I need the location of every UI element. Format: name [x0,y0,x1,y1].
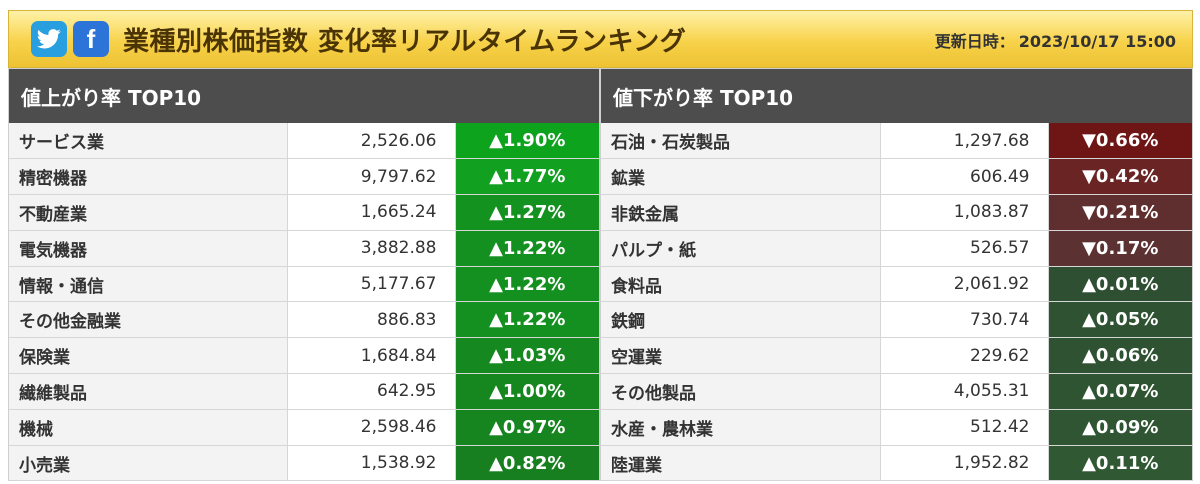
table-row[interactable]: 小売業 1,538.92 ▲0.82% [9,445,599,482]
change-rate-badge: ▲1.22% [455,301,599,339]
index-value: 606.49 [880,158,1049,196]
change-rate-badge: ▼0.17% [1048,230,1192,267]
index-value: 1,952.82 [880,445,1049,482]
table-row[interactable]: 食料品 2,061.92 ▲0.01% [601,266,1192,303]
table-row[interactable]: その他金融業 886.83 ▲1.22% [9,301,599,339]
updated-label: 更新日時： [934,32,1015,51]
sector-name[interactable]: 鉄鋼 [601,301,881,339]
change-rate-badge: ▼0.21% [1048,194,1192,231]
table-row[interactable]: 陸運業 1,952.82 ▲0.11% [601,445,1192,482]
facebook-share-button[interactable]: f [73,21,109,57]
table-row[interactable]: その他製品 4,055.31 ▲0.07% [601,373,1192,410]
sector-name[interactable]: その他金融業 [9,301,288,339]
twitter-bird-icon [37,29,61,49]
table-row[interactable]: 水産・農林業 512.42 ▲0.09% [601,409,1192,446]
index-value: 1,684.84 [287,337,456,375]
losers-title: 値下がり率 TOP10 [601,69,1192,123]
updated-value: 2023/10/17 15:00 [1018,32,1176,51]
sector-name[interactable]: 機械 [9,409,288,446]
table-row[interactable]: 鉄鋼 730.74 ▲0.05% [601,301,1192,339]
index-value: 1,665.24 [287,194,456,231]
sector-name[interactable]: 非鉄金属 [601,194,881,231]
index-value: 5,177.67 [287,266,456,303]
index-value: 642.95 [287,373,456,410]
index-value: 730.74 [880,301,1049,339]
sector-name[interactable]: 空運業 [601,337,881,375]
twitter-share-button[interactable] [31,21,67,57]
change-rate-badge: ▲1.27% [455,194,599,231]
change-rate-badge: ▲1.22% [455,266,599,303]
change-rate-badge: ▼0.66% [1048,123,1192,160]
table-row[interactable]: 鉱業 606.49 ▼0.42% [601,158,1192,196]
table-row[interactable]: 機械 2,598.46 ▲0.97% [9,409,599,446]
change-rate-badge: ▲0.09% [1048,409,1192,446]
sector-name[interactable]: 石油・石炭製品 [601,123,881,160]
table-row[interactable]: パルプ・紙 526.57 ▼0.17% [601,230,1192,267]
sector-name[interactable]: 小売業 [9,445,288,482]
table-row[interactable]: 空運業 229.62 ▲0.06% [601,337,1192,375]
index-value: 4,055.31 [880,373,1049,410]
sector-name[interactable]: 精密機器 [9,158,288,196]
change-rate-badge: ▲0.11% [1048,445,1192,482]
page-title: 業種別株価指数 変化率リアルタイムランキング [123,26,687,57]
sector-name[interactable]: 陸運業 [601,445,881,482]
index-value: 512.42 [880,409,1049,446]
index-value: 526.57 [880,230,1049,267]
change-rate-badge: ▲1.90% [455,123,599,160]
index-value: 886.83 [287,301,456,339]
facebook-f-icon: f [86,23,96,54]
index-value: 1,538.92 [287,445,456,482]
index-value: 3,882.88 [287,230,456,267]
sector-name[interactable]: パルプ・紙 [601,230,881,267]
page-header: f 業種別株価指数 変化率リアルタイムランキング 更新日時： 2023/10/17… [8,10,1193,68]
gainers-table: サービス業 2,526.06 ▲1.90% 精密機器 9,797.62 ▲1.77% 不動産… [9,123,599,482]
table-row[interactable]: 石油・石炭製品 1,297.68 ▼0.66% [601,123,1192,160]
updated-timestamp: 更新日時： 2023/10/17 15:00 [935,28,1176,52]
sector-name[interactable]: 保険業 [9,337,288,375]
table-row[interactable]: 保険業 1,684.84 ▲1.03% [9,337,599,375]
table-row[interactable]: 非鉄金属 1,083.87 ▼0.21% [601,194,1192,231]
change-rate-badge: ▲0.01% [1048,266,1192,303]
sector-name[interactable]: その他製品 [601,373,881,410]
losers-table: 石油・石炭製品 1,297.68 ▼0.66% 鉱業 606.49 ▼0.42% 非鉄金属 1… [601,123,1192,482]
sector-name[interactable]: サービス業 [9,123,288,160]
sector-name[interactable]: 繊維製品 [9,373,288,410]
sector-name[interactable]: 水産・農林業 [601,409,881,446]
change-rate-badge: ▲0.82% [455,445,599,482]
sector-name[interactable]: 不動産業 [9,194,288,231]
change-rate-badge: ▲0.05% [1048,301,1192,339]
sector-name[interactable]: 食料品 [601,266,881,303]
table-row[interactable]: 精密機器 9,797.62 ▲1.77% [9,158,599,196]
table-row[interactable]: 電気機器 3,882.88 ▲1.22% [9,230,599,267]
index-value: 1,297.68 [880,123,1049,160]
sector-name[interactable]: 電気機器 [9,230,288,267]
change-rate-badge: ▲1.03% [455,337,599,375]
sector-name[interactable]: 鉱業 [601,158,881,196]
index-value: 229.62 [880,337,1049,375]
table-row[interactable]: サービス業 2,526.06 ▲1.90% [9,123,599,160]
losers-panel: 値下がり率 TOP10 石油・石炭製品 1,297.68 ▼0.66% 鉱業 606.4… [600,68,1193,482]
change-rate-badge: ▲0.07% [1048,373,1192,410]
table-row[interactable]: 繊維製品 642.95 ▲1.00% [9,373,599,410]
table-row[interactable]: 不動産業 1,665.24 ▲1.27% [9,194,599,231]
change-rate-badge: ▼0.42% [1048,158,1192,196]
index-value: 2,061.92 [880,266,1049,303]
change-rate-badge: ▲1.77% [455,158,599,196]
change-rate-badge: ▲1.22% [455,230,599,267]
index-value: 2,598.46 [287,409,456,446]
index-value: 2,526.06 [287,123,456,160]
table-row[interactable]: 情報・通信 5,177.67 ▲1.22% [9,266,599,303]
gainers-panel: 値上がり率 TOP10 サービス業 2,526.06 ▲1.90% 精密機器 9,797… [8,68,600,482]
sector-name[interactable]: 情報・通信 [9,266,288,303]
change-rate-badge: ▲1.00% [455,373,599,410]
index-value: 9,797.62 [287,158,456,196]
change-rate-badge: ▲0.97% [455,409,599,446]
index-value: 1,083.87 [880,194,1049,231]
change-rate-badge: ▲0.06% [1048,337,1192,375]
gainers-title: 値上がり率 TOP10 [9,69,599,123]
